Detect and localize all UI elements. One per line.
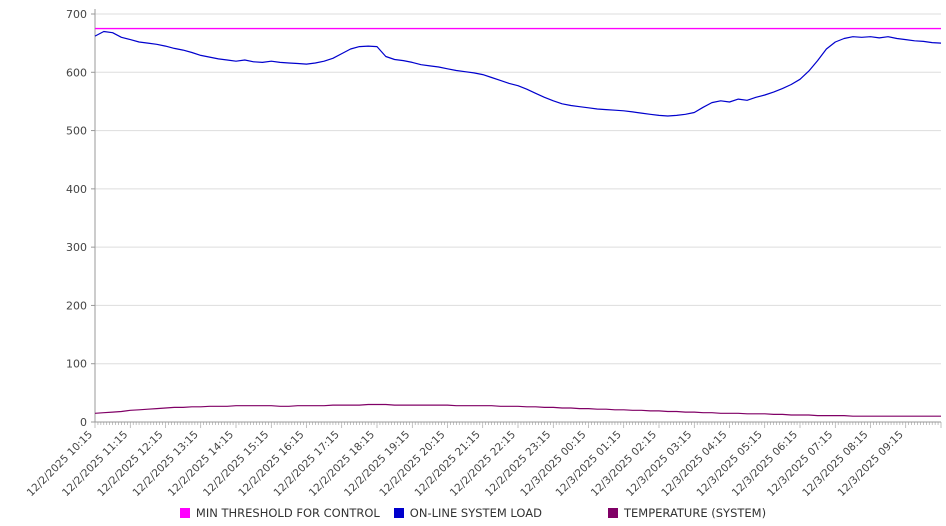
x-tick-label: 12/3/2025 04:15 [659, 429, 729, 499]
x-tick-label: 12/2/2025 10:15 [25, 429, 95, 499]
x-tick-label: 12/2/2025 19:15 [342, 429, 412, 499]
x-tick-label: 12/2/2025 15:15 [201, 429, 271, 499]
series-line-temperature-system- [94, 403, 941, 417]
x-tick-label: 12/3/2025 05:15 [695, 429, 765, 499]
y-tick-label: 700 [66, 8, 87, 21]
chart-legend: MIN THRESHOLD FOR CONTROL ON-LINE SYSTEM… [0, 500, 946, 526]
x-tick-label: 12/2/2025 12:15 [95, 429, 165, 499]
x-tick-label: 12/2/2025 14:15 [166, 429, 236, 499]
series-line-on-line-system-load [94, 30, 942, 117]
legend-label-temperature: TEMPERATURE (SYSTEM) [624, 506, 767, 520]
x-tick-label: 12/3/2025 09:15 [836, 429, 906, 499]
y-tick-label: 300 [66, 241, 87, 254]
y-tick-label: 500 [66, 125, 87, 138]
x-tick-label: 12/2/2025 22:15 [448, 429, 518, 499]
x-tick-label: 12/2/2025 13:15 [131, 429, 201, 499]
y-tick-label: 100 [66, 358, 87, 371]
x-tick-label: 12/3/2025 07:15 [765, 429, 835, 499]
x-tick-label: 12/2/2025 21:15 [413, 429, 483, 499]
x-tick-label: 12/3/2025 00:15 [518, 429, 588, 499]
x-tick-label: 12/3/2025 02:15 [589, 429, 659, 499]
x-tick-label: 12/2/2025 20:15 [377, 429, 447, 499]
legend-item-system-load[interactable]: ON-LINE SYSTEM LOAD [393, 506, 542, 520]
legend-swatch-system-load [393, 508, 404, 518]
legend-item-temperature[interactable]: TEMPERATURE (SYSTEM) [608, 506, 766, 520]
legend-item-min-threshold[interactable]: MIN THRESHOLD FOR CONTROL [179, 506, 380, 520]
x-tick-label: 12/3/2025 06:15 [730, 429, 800, 499]
legend-swatch-min-threshold [179, 508, 190, 518]
y-tick-label: 200 [66, 299, 87, 312]
x-tick-label: 12/2/2025 11:15 [60, 429, 130, 499]
x-tick-label: 12/3/2025 01:15 [554, 429, 624, 499]
x-tick-label: 12/2/2025 17:15 [272, 429, 342, 499]
x-tick-label: 12/3/2025 03:15 [624, 429, 694, 499]
y-tick-label: 600 [66, 66, 87, 79]
y-tick-label: 0 [80, 416, 87, 429]
legend-label-min-threshold: MIN THRESHOLD FOR CONTROL [195, 506, 380, 520]
legend-swatch-temperature [608, 508, 618, 518]
x-tick-label: 12/3/2025 08:15 [800, 429, 870, 499]
x-tick-label: 12/2/2025 23:15 [483, 429, 553, 499]
x-tick-label: 12/2/2025 18:15 [307, 429, 377, 499]
legend-label-system-load: ON-LINE SYSTEM LOAD [409, 506, 542, 520]
y-tick-label: 400 [66, 183, 87, 196]
x-tick-label: 12/2/2025 16:15 [236, 429, 306, 499]
